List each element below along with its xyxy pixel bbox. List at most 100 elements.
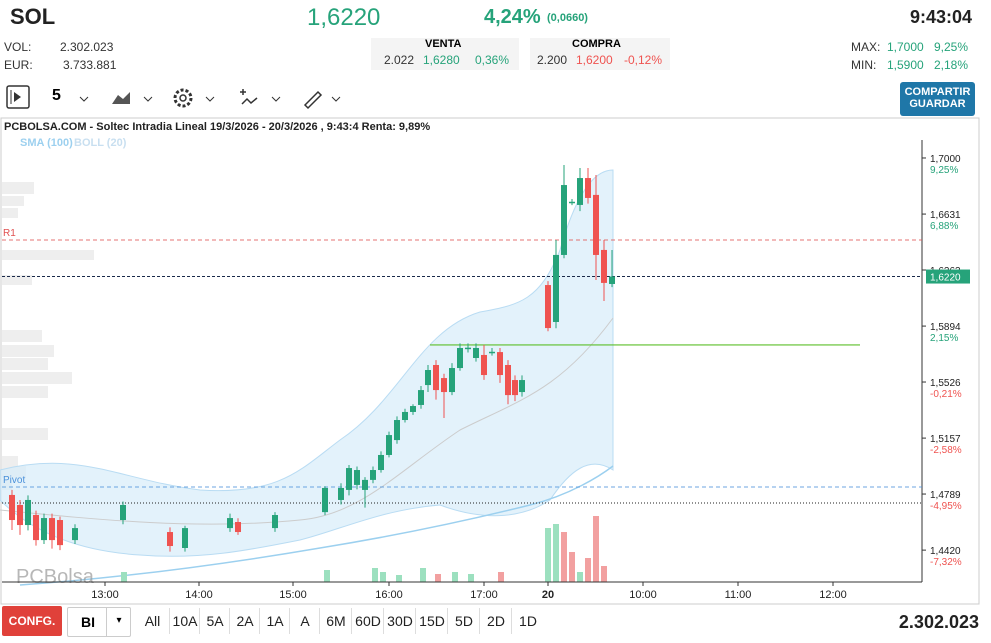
candle-body xyxy=(519,380,525,393)
candle-body xyxy=(441,378,447,393)
candle-body xyxy=(410,406,416,412)
candle-body xyxy=(449,368,455,393)
period-button[interactable]: 30D xyxy=(383,608,416,634)
share[interactable]: COMPARTIR xyxy=(904,86,971,98)
chart-frame xyxy=(0,117,980,605)
min-label: MIN: xyxy=(851,58,877,72)
save[interactable]: GUARDAR xyxy=(909,98,966,110)
eur: 3.733.881 xyxy=(63,58,117,72)
min-pct: 2,18% xyxy=(934,58,969,72)
candle-body xyxy=(577,178,583,205)
candle-body xyxy=(489,351,495,354)
level-label: Pivot xyxy=(3,475,25,486)
period-button[interactable]: A xyxy=(289,608,320,634)
y-tick-label: 1,6631 xyxy=(930,210,961,221)
last-price-tag xyxy=(926,269,970,284)
candle-body xyxy=(235,522,241,533)
sell-label: VENTA xyxy=(425,38,462,50)
candle-body xyxy=(272,515,278,529)
mode[interactable]: BI xyxy=(81,614,95,630)
candle-body xyxy=(473,347,479,359)
bollinger-band xyxy=(0,169,614,557)
watermark: PCBolsa xyxy=(16,566,95,588)
x-tick-label: 14:00 xyxy=(185,589,213,601)
sell-pct: 0,36% xyxy=(475,53,510,67)
candle-body xyxy=(418,390,424,405)
candle-body xyxy=(370,470,376,480)
play-icon[interactable] xyxy=(6,85,30,109)
candle-body xyxy=(362,479,368,490)
candle-body xyxy=(17,504,23,526)
sell-price: 1,6280 xyxy=(423,53,460,67)
footer-volume: 2.302.023 xyxy=(898,612,979,632)
period-button[interactable]: 6M xyxy=(319,608,352,634)
period-button[interactable]: 2D xyxy=(479,608,512,634)
symbol: SOL xyxy=(10,4,56,29)
buy-box xyxy=(530,38,670,70)
candle-body xyxy=(465,347,471,350)
dropdown[interactable] xyxy=(79,96,89,102)
period-button[interactable]: 10A xyxy=(169,608,200,634)
draw-icon[interactable] xyxy=(303,90,323,110)
candle-body xyxy=(25,499,31,526)
last-price-label: 1,6220 xyxy=(930,273,961,284)
candle-body xyxy=(512,380,518,396)
x-tick-label: 20 xyxy=(542,589,554,601)
max-label: MAX: xyxy=(851,40,881,54)
volume-profile xyxy=(2,182,94,490)
indicator-icon[interactable] xyxy=(240,89,258,105)
settings-icon[interactable] xyxy=(173,88,193,108)
candle-body xyxy=(569,201,575,204)
change: (0,0660) xyxy=(547,12,588,24)
period-button[interactable]: 2A xyxy=(229,608,260,634)
period-button[interactable]: 60D xyxy=(351,608,384,634)
candle-body xyxy=(354,470,360,485)
candle-body xyxy=(585,178,591,198)
candle-body xyxy=(9,494,15,521)
period-button[interactable]: 15D xyxy=(415,608,448,634)
y-tick-label: 1,4420 xyxy=(930,546,961,557)
candle-body xyxy=(545,285,551,329)
sell-box xyxy=(371,38,519,70)
period-button[interactable]: 5A xyxy=(199,608,230,634)
period-button[interactable]: 1D xyxy=(511,608,544,634)
candle-body xyxy=(346,468,352,490)
y-tick-label: 1,4789 xyxy=(930,490,961,501)
period-button[interactable]: 1A xyxy=(259,608,290,634)
chart-title: PCBOLSA.COM - Soltec Intradia Lineal 19/… xyxy=(4,121,430,133)
candle-body xyxy=(505,364,511,396)
candle-body xyxy=(41,518,47,541)
vol: 2.302.023 xyxy=(60,40,114,54)
candle-body xyxy=(425,370,431,386)
x-tick-label: 15:00 xyxy=(279,589,307,601)
max-pct: 9,25% xyxy=(934,40,969,54)
y-tick-pct: 2,15% xyxy=(930,333,958,344)
y-tick-label: 1,5157 xyxy=(930,434,961,445)
y-tick-pct: 6,88% xyxy=(930,221,958,232)
period-button[interactable]: 5D xyxy=(447,608,480,634)
candle-body xyxy=(553,254,559,322)
candle-body xyxy=(481,354,487,376)
y-tick-pct: -7,32% xyxy=(930,557,962,568)
candle-body xyxy=(182,528,188,548)
min: 1,5900 xyxy=(887,58,924,72)
mode-select[interactable]: BI ▾ xyxy=(67,607,131,637)
y-tick-pct: 9,25% xyxy=(930,165,958,176)
vol-label: VOL: xyxy=(4,40,32,54)
candle-body xyxy=(338,487,344,500)
candle-body xyxy=(322,487,328,513)
share-save-button[interactable]: COMPARTIR GUARDAR xyxy=(900,82,975,116)
chart-type-icon[interactable] xyxy=(112,92,130,104)
y-tick-pct: -2,58% xyxy=(930,445,962,456)
candle-body xyxy=(120,504,126,521)
candle-body xyxy=(593,194,599,255)
period-button[interactable]: All xyxy=(144,613,161,629)
config-button[interactable]: CONFG. xyxy=(2,606,62,636)
indicator: BOLL (20) xyxy=(74,137,127,149)
candle-body xyxy=(57,520,63,546)
bollinger-mid xyxy=(0,317,614,525)
max: 1,7000 xyxy=(887,40,924,54)
y-tick-label: 1,7000 xyxy=(930,154,961,165)
interval[interactable]: 5 xyxy=(52,87,61,104)
